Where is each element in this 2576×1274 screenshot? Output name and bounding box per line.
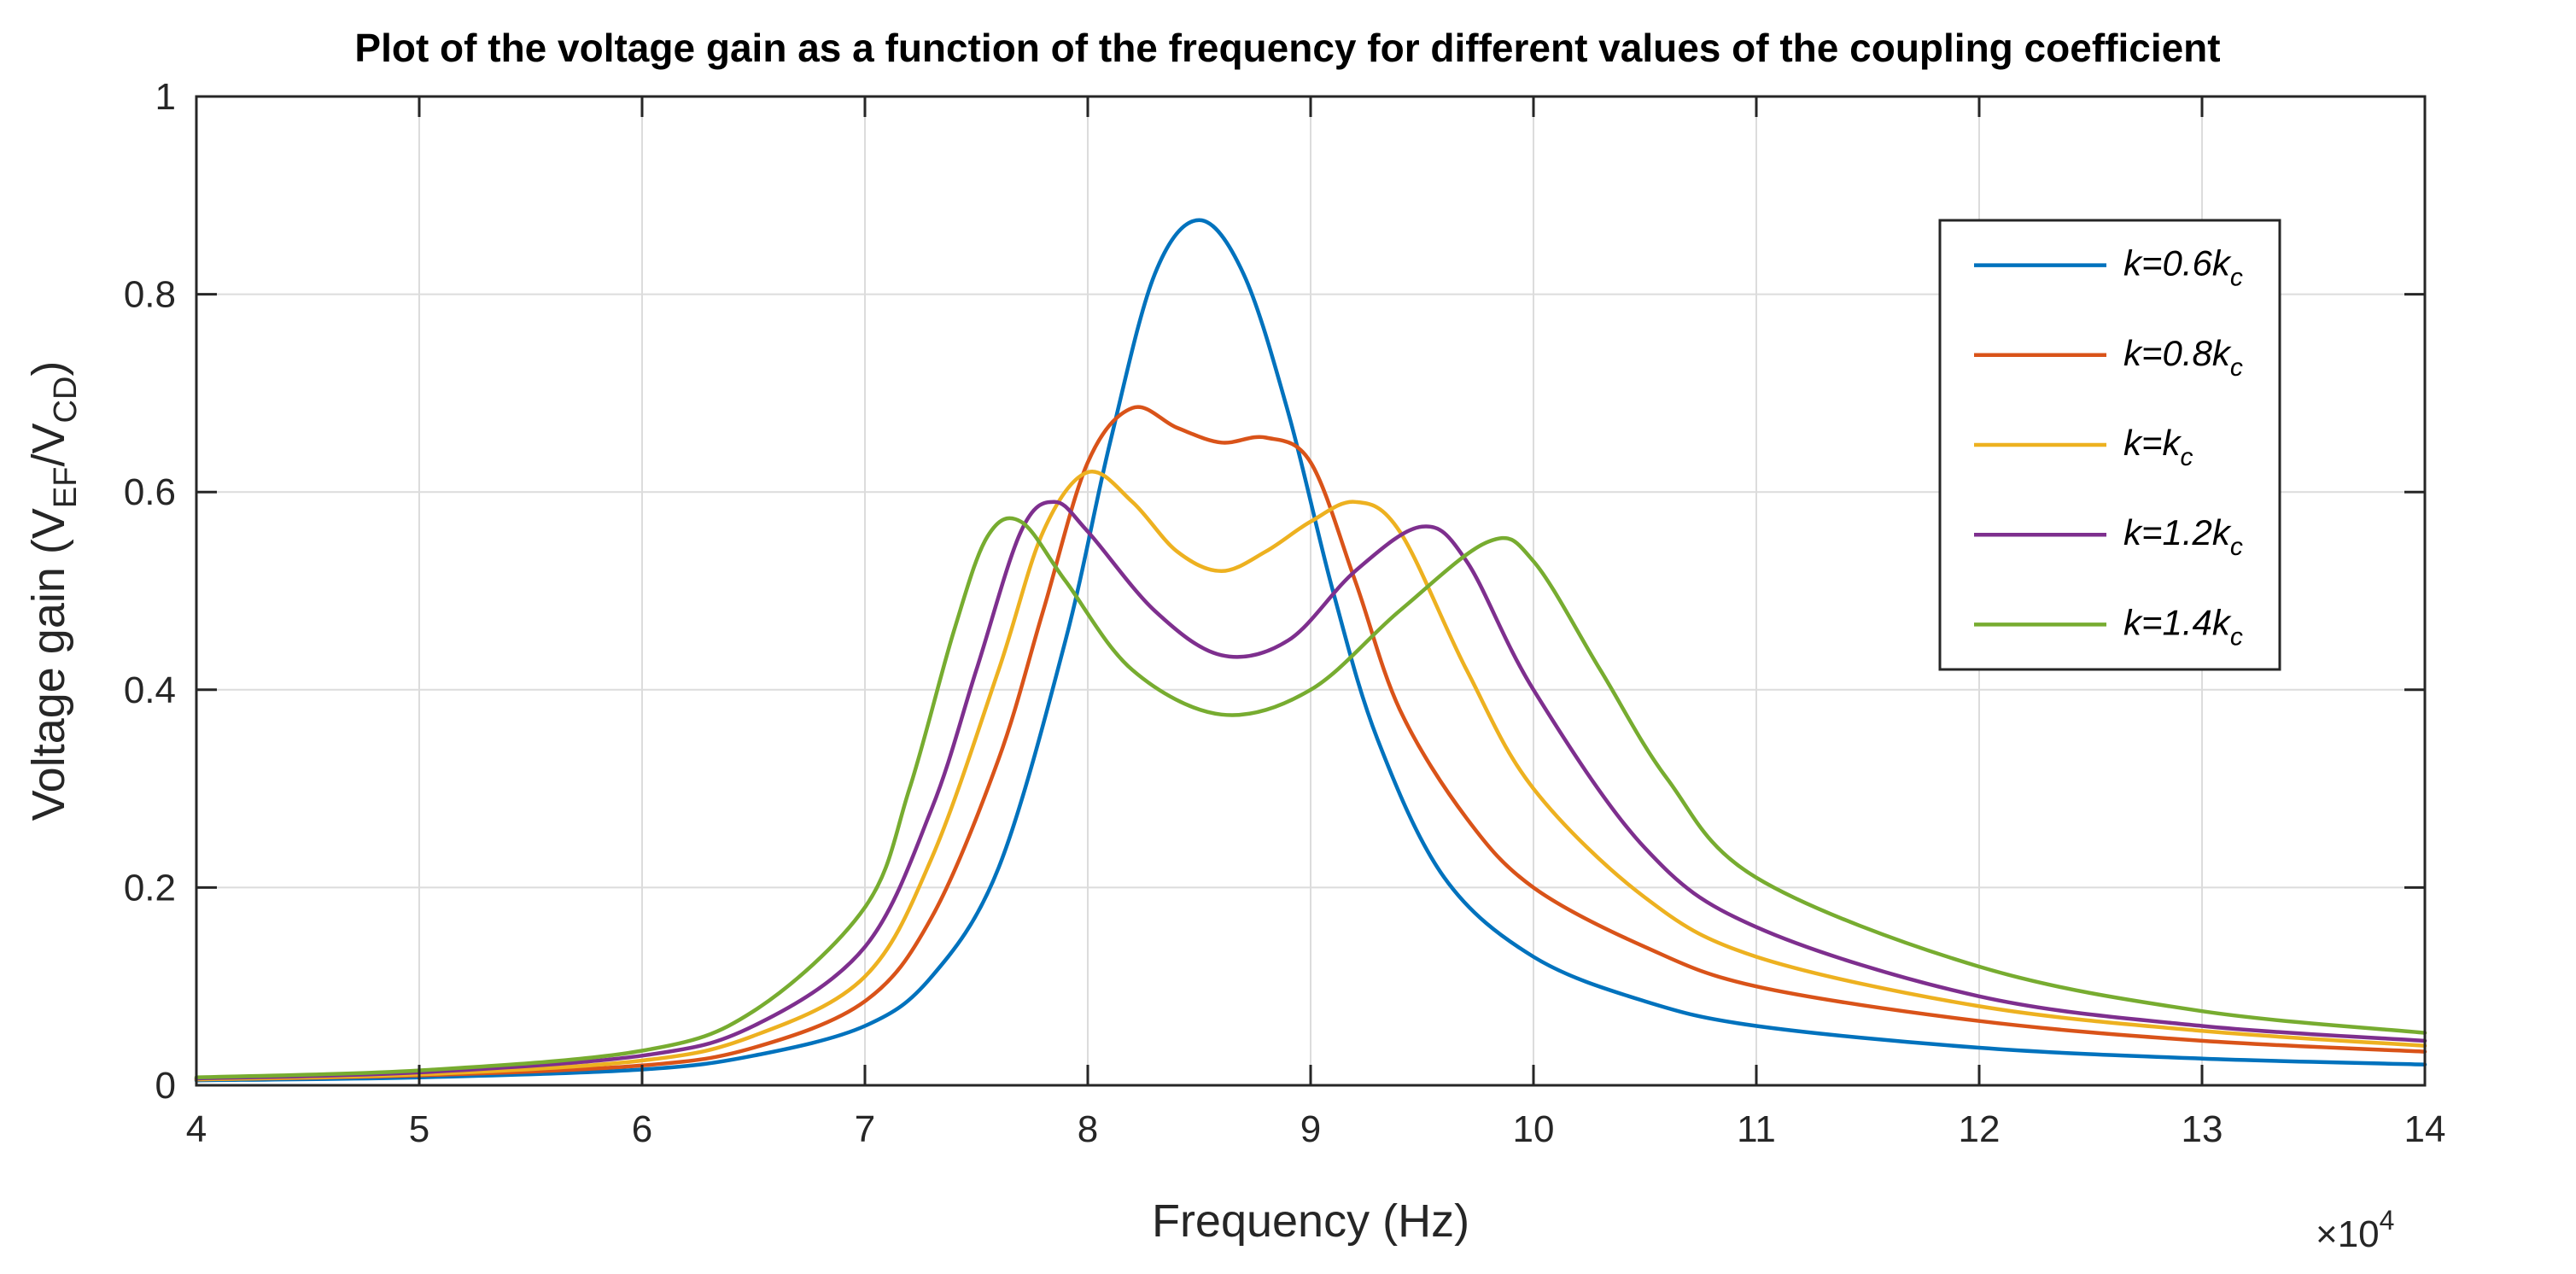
x-tick-label: 8	[1078, 1108, 1098, 1150]
x-tick-label: 7	[855, 1108, 875, 1150]
x-tick-label: 13	[2182, 1108, 2223, 1150]
x-exponent-base: ×10	[2316, 1213, 2380, 1255]
y-tick-labels: 0 0.2 0.4 0.6 0.8 1	[124, 76, 176, 1107]
legend-label-3: k=kc	[2123, 423, 2193, 471]
x-tick-label: 12	[1959, 1108, 2001, 1150]
x-axis-label: Frequency (Hz)	[1152, 1195, 1469, 1247]
x-tick-label: 11	[1737, 1108, 1776, 1150]
series-lines	[194, 218, 2427, 1083]
legend: k=0.6kc k=0.8kc k=kc k=1.2kc k=1.4kc	[1938, 219, 2281, 671]
x-tick-label: 9	[1300, 1108, 1321, 1150]
legend-label-1: k=0.6kc	[2123, 243, 2243, 292]
ticks	[195, 95, 2427, 1087]
series-line-5	[194, 516, 2427, 1079]
legend-label-4: k=1.2kc	[2123, 512, 2243, 561]
x-exponent-power: 4	[2380, 1205, 2395, 1236]
x-axis-exponent: ×104	[2316, 1205, 2394, 1255]
y-tick-label: 1	[155, 76, 176, 118]
x-tick-label: 10	[1513, 1108, 1555, 1150]
x-tick-labels: 4 5 6 7 8 9 10 11 12 13 14	[186, 1108, 2446, 1150]
y-tick-label: 0.6	[124, 471, 176, 513]
y-tick-label: 0.2	[124, 867, 176, 909]
chart-title: Plot of the voltage gain as a function o…	[354, 26, 2220, 70]
legend-label-2: k=0.8kc	[2123, 333, 2243, 382]
x-tick-label: 14	[2404, 1108, 2446, 1150]
x-tick-label: 5	[409, 1108, 429, 1150]
legend-label-5: k=1.4kc	[2123, 602, 2243, 651]
y-axis-label: Voltage gain (VEF/VCD)	[23, 361, 84, 821]
y-tick-label: 0	[155, 1065, 176, 1107]
series-line-4	[194, 500, 2427, 1081]
series-line-1	[194, 218, 2427, 1083]
y-tick-label: 0.4	[124, 669, 176, 711]
y-tick-label: 0.8	[124, 274, 176, 316]
series-line-3	[194, 469, 2427, 1082]
series-line-2	[194, 405, 2427, 1082]
x-tick-label: 6	[632, 1108, 652, 1150]
x-tick-label: 4	[186, 1108, 207, 1150]
